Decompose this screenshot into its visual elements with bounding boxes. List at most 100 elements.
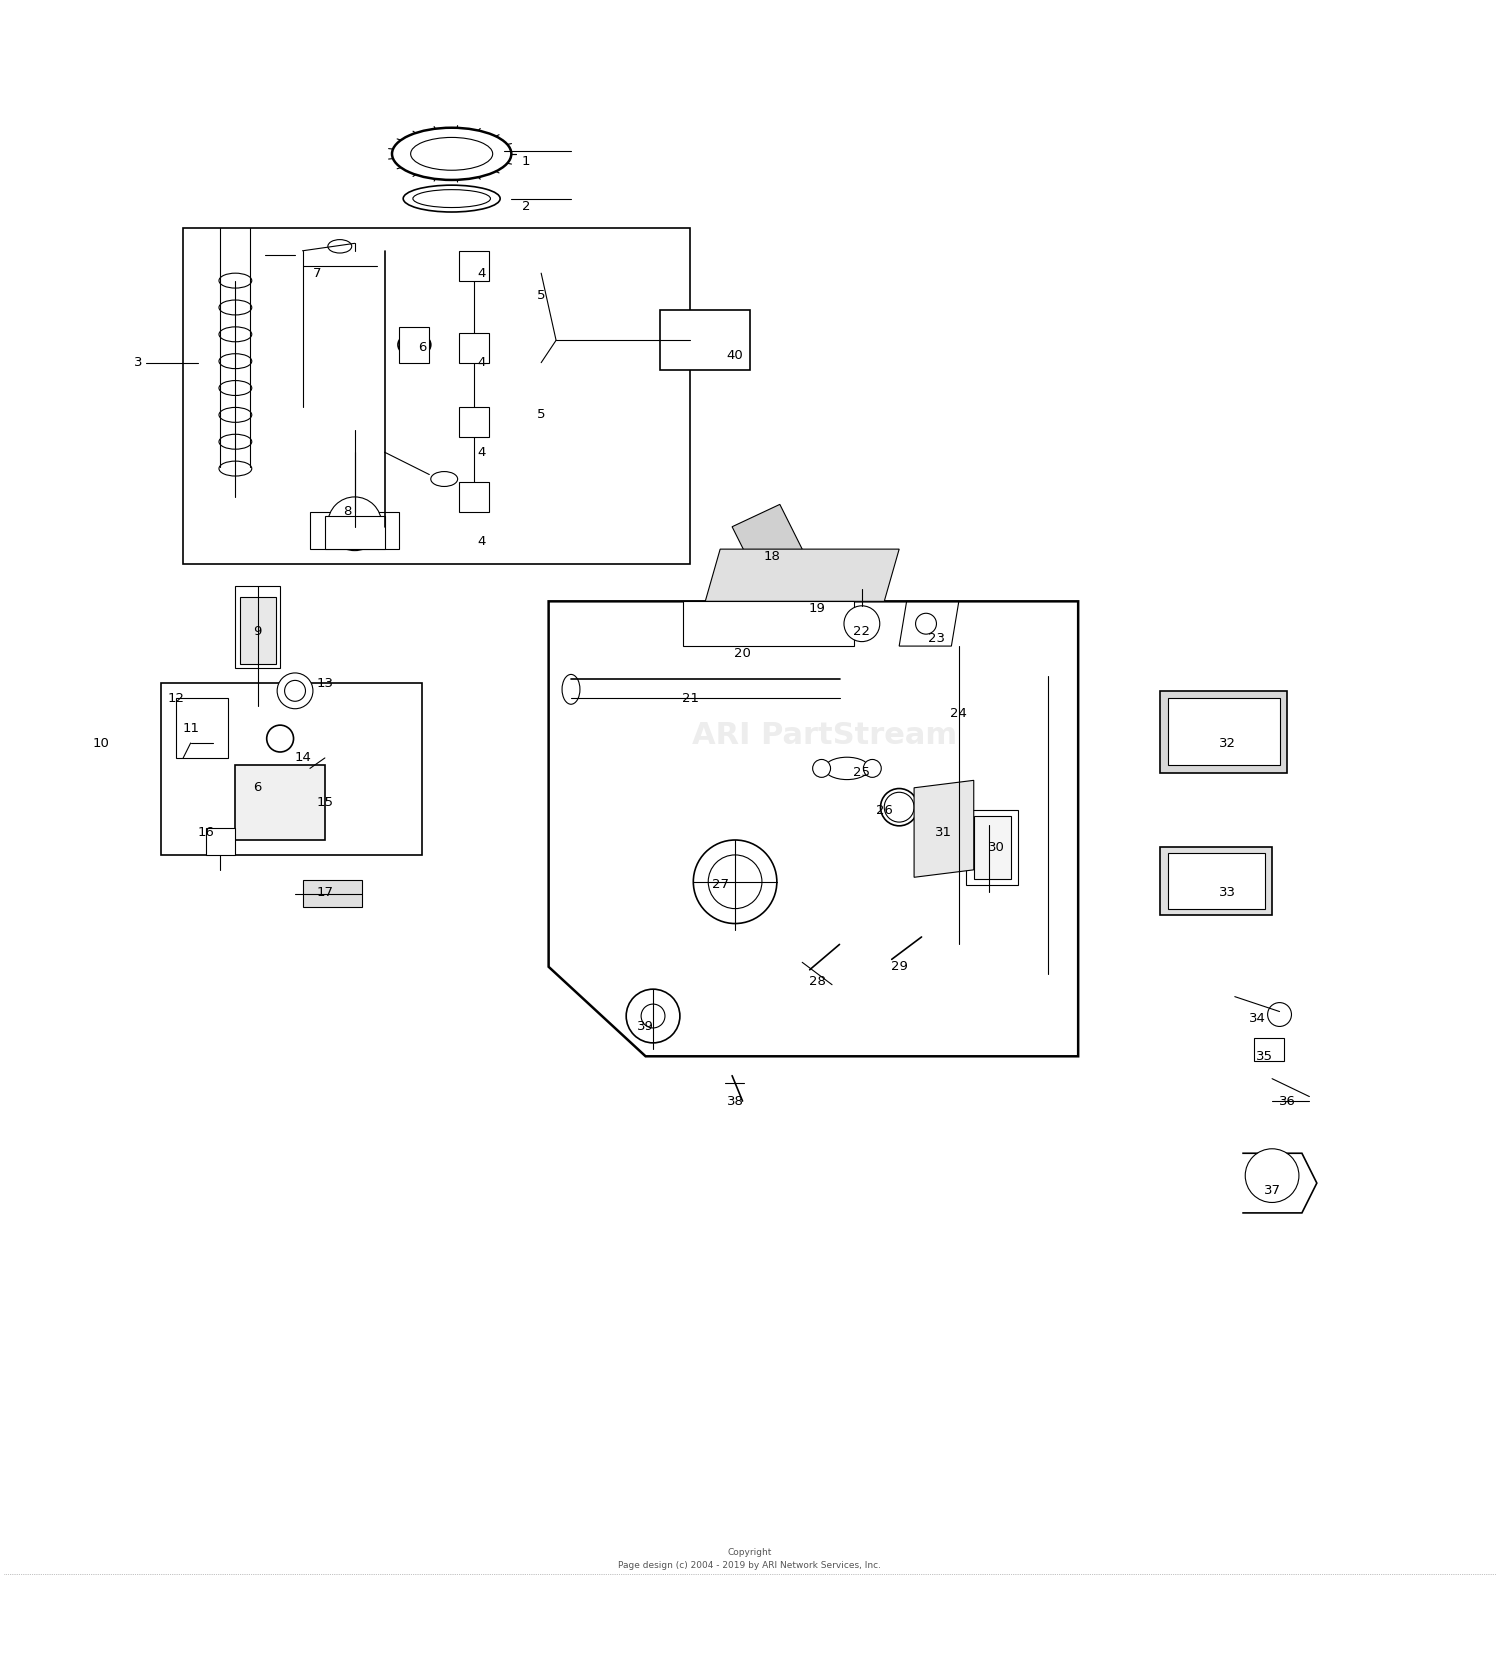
Circle shape [864, 759, 882, 778]
Text: ARI PartStream: ARI PartStream [692, 721, 957, 749]
Ellipse shape [562, 674, 580, 704]
Bar [399, 328, 429, 363]
Bar [303, 880, 362, 907]
Circle shape [1245, 1149, 1299, 1203]
Ellipse shape [333, 502, 376, 521]
Text: 13: 13 [316, 677, 333, 690]
Text: 29: 29 [891, 961, 908, 973]
Ellipse shape [398, 333, 430, 356]
Text: 40: 40 [726, 349, 744, 361]
Text: 21: 21 [682, 692, 699, 706]
Text: 31: 31 [936, 827, 952, 838]
Ellipse shape [219, 274, 252, 287]
Text: 6: 6 [417, 341, 426, 354]
Text: 8: 8 [344, 506, 351, 519]
Ellipse shape [825, 758, 870, 780]
Text: 27: 27 [711, 879, 729, 892]
Bar [183, 228, 690, 564]
Text: 5: 5 [537, 408, 546, 422]
Text: 6: 6 [254, 781, 262, 795]
Text: 12: 12 [166, 692, 184, 706]
Text: 23: 23 [928, 632, 945, 645]
Text: 9: 9 [254, 625, 262, 638]
Ellipse shape [219, 433, 252, 449]
Text: 4: 4 [477, 267, 486, 279]
Bar [176, 699, 228, 758]
Text: 20: 20 [734, 647, 752, 660]
Circle shape [278, 674, 314, 709]
Circle shape [844, 606, 880, 642]
Text: 36: 36 [1278, 1095, 1296, 1107]
Bar [206, 828, 236, 855]
Text: 1: 1 [522, 155, 531, 168]
Text: 15: 15 [316, 796, 333, 810]
Text: 30: 30 [987, 842, 1005, 853]
Ellipse shape [328, 240, 351, 254]
Text: 32: 32 [1220, 736, 1236, 749]
Bar [160, 684, 422, 855]
Ellipse shape [404, 185, 500, 212]
Circle shape [640, 1005, 664, 1028]
Text: 10: 10 [93, 736, 110, 749]
Ellipse shape [413, 190, 491, 208]
Bar [1167, 699, 1280, 766]
Bar [1160, 690, 1287, 773]
Circle shape [626, 990, 680, 1043]
Ellipse shape [219, 301, 252, 314]
Polygon shape [914, 780, 974, 877]
Circle shape [708, 855, 762, 909]
Bar [459, 408, 489, 437]
Polygon shape [732, 504, 802, 571]
Ellipse shape [219, 381, 252, 395]
Ellipse shape [219, 354, 252, 368]
Bar [1254, 1038, 1284, 1060]
Text: 16: 16 [196, 827, 214, 838]
Bar [682, 601, 855, 647]
Bar [236, 766, 326, 840]
Text: 4: 4 [477, 445, 486, 459]
Text: 2: 2 [522, 200, 531, 213]
Bar [240, 596, 276, 664]
Text: 4: 4 [477, 536, 486, 548]
Ellipse shape [219, 460, 252, 475]
Text: 14: 14 [294, 751, 310, 764]
Text: 28: 28 [808, 974, 825, 988]
Bar [1167, 853, 1264, 909]
Bar [1160, 847, 1272, 914]
Text: 35: 35 [1256, 1050, 1274, 1063]
Circle shape [1268, 1003, 1292, 1026]
Bar [326, 516, 384, 549]
Text: 4: 4 [477, 356, 486, 370]
Text: 7: 7 [314, 267, 321, 279]
Polygon shape [705, 549, 898, 601]
Bar [236, 586, 280, 669]
Ellipse shape [392, 128, 512, 180]
Text: 17: 17 [316, 885, 333, 899]
Circle shape [884, 793, 914, 822]
Bar [966, 810, 1018, 885]
Circle shape [285, 680, 306, 701]
Bar [660, 311, 750, 370]
Bar [459, 333, 489, 363]
Circle shape [915, 613, 936, 633]
Text: 5: 5 [537, 289, 546, 302]
Ellipse shape [219, 408, 252, 422]
Text: 37: 37 [1263, 1184, 1281, 1198]
Text: 22: 22 [853, 625, 870, 638]
Circle shape [813, 759, 831, 778]
Circle shape [328, 497, 381, 551]
Circle shape [693, 840, 777, 924]
Text: 33: 33 [1220, 885, 1236, 899]
Text: 25: 25 [853, 766, 870, 780]
Bar [459, 250, 489, 281]
Ellipse shape [267, 726, 294, 753]
Text: 24: 24 [951, 707, 968, 719]
Text: Copyright
Page design (c) 2004 - 2019 by ARI Network Services, Inc.: Copyright Page design (c) 2004 - 2019 by… [618, 1549, 882, 1569]
Text: 34: 34 [1248, 1013, 1266, 1025]
Ellipse shape [219, 328, 252, 341]
Bar [459, 482, 489, 512]
Text: 19: 19 [808, 603, 825, 615]
Bar [974, 816, 1011, 879]
Text: 39: 39 [638, 1020, 654, 1033]
Bar [310, 512, 399, 549]
